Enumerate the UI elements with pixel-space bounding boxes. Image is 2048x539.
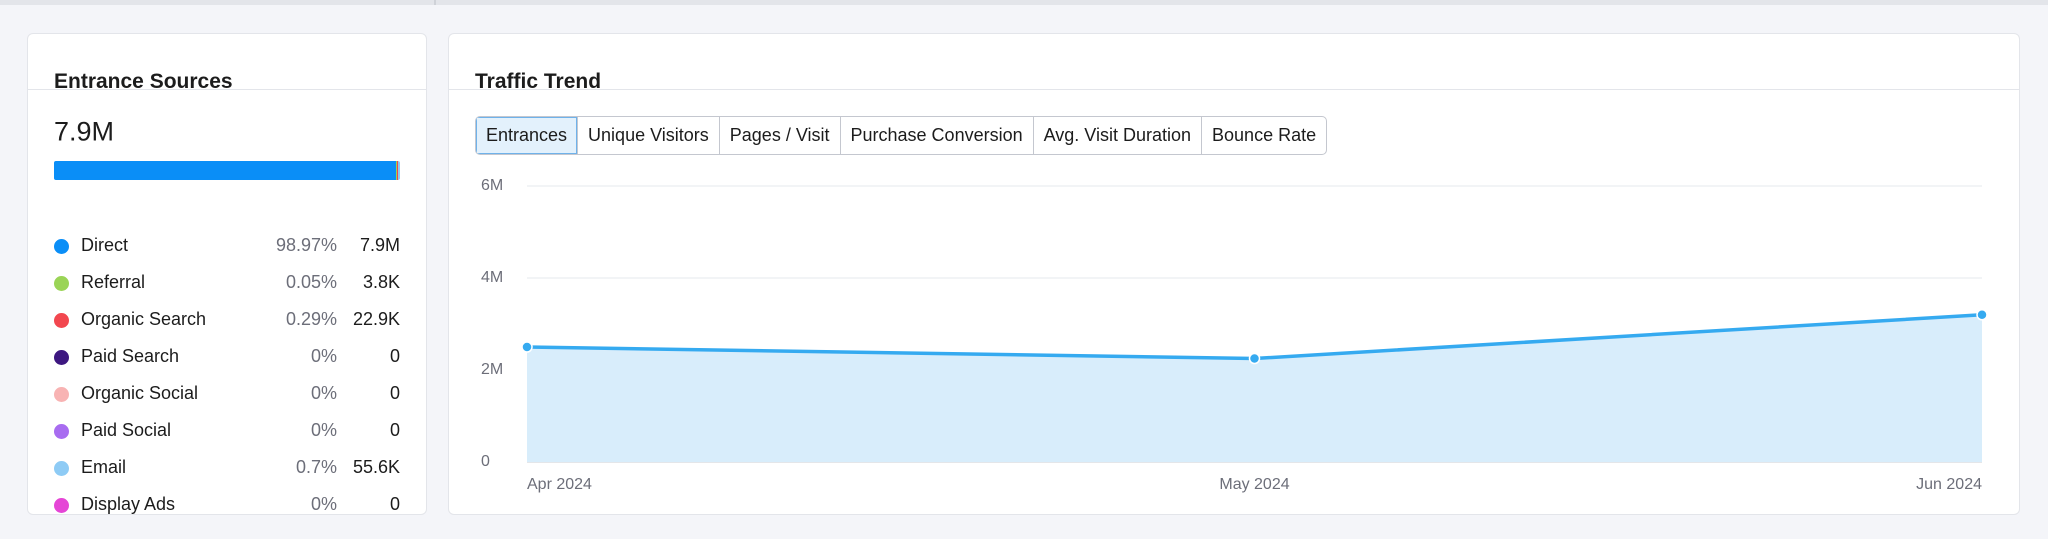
card-title: Entrance Sources [54,70,233,93]
tab[interactable]: Unique Visitors [577,117,719,154]
source-row: Organic Search 0.29% 22.9K [54,305,400,335]
source-row: Referral 0.05% 3.8K [54,268,400,298]
top-strip [0,0,2048,5]
bar-segment [396,161,398,180]
source-share: 0.29% [285,309,337,329]
source-name: Paid Search [81,346,180,366]
source-name: Organic Search [81,309,207,329]
legend-dot [54,276,69,291]
divider [28,89,426,90]
source-share: 0% [310,494,337,514]
source-value: 7.9M [359,235,400,255]
legend-dot [54,313,69,328]
x-tick-label: Apr 2024 [527,476,592,493]
tab[interactable]: Entrances [476,117,578,154]
source-value: 0 [389,494,400,514]
legend-dot [54,498,69,513]
source-share: 0% [310,383,337,403]
source-name: Direct [81,235,129,255]
y-tick-label: 4M [481,269,503,286]
source-row: Organic Social 0% 0 [54,379,400,409]
y-tick-label: 2M [481,361,503,378]
source-value: 55.6K [352,457,400,477]
entrance-sources-card: Entrance Sources 7.9M Direct 98.97% 7.9M Re… [27,33,427,515]
divider [449,89,2019,90]
legend-dot [54,461,69,476]
source-value: 0 [389,420,400,440]
source-row: Direct 98.97% 7.9M [54,231,400,261]
source-value: 3.8K [362,272,400,292]
source-name: Email [81,457,127,477]
tab-bar: Entrances Unique Visitors Pages / Visit Pur… [475,116,1328,155]
source-row: Email 0.7% 55.6K [54,453,400,483]
chart: 0 2M 4M 6M Apr 2024 May 2024 Jun 2024 [481,177,1988,493]
source-name: Paid Social [81,420,172,440]
traffic-trend-card: Traffic Trend Entrances Unique Visitors Pa… [448,33,2020,515]
stacked-bar [54,161,400,180]
tab[interactable]: Pages / Visit [718,117,840,154]
tab[interactable]: Avg. Visit Duration [1032,117,1201,154]
legend-dot [54,424,69,439]
source-name: Referral [81,272,146,292]
y-tick-label: 0 [481,453,490,470]
source-share: 98.97% [275,235,337,255]
source-value: 0 [389,383,400,403]
source-share: 0.05% [285,272,337,292]
legend-dot [54,239,69,254]
tab[interactable]: Bounce Rate [1201,117,1326,154]
source-name: Display Ads [81,494,176,514]
bar-segment [397,161,400,180]
point [521,341,533,353]
bar-segment [54,161,397,180]
source-value: 0 [389,346,400,366]
source-value: 22.9K [352,309,400,329]
source-share: 0% [310,420,337,440]
legend-dot [54,387,69,402]
tab[interactable]: Purchase Conversion [839,117,1033,154]
point [1248,352,1261,365]
source-row: Paid Search 0% 0 [54,342,400,372]
card-title: Traffic Trend [475,70,602,93]
source-share: 0.7% [295,457,337,477]
source-name: Organic Social [81,383,199,403]
y-tick-label: 6M [481,177,503,194]
area [527,314,1982,462]
source-row: Paid Social 0% 0 [54,416,400,446]
point [1976,309,1988,321]
source-share: 0% [310,346,337,366]
source-row: Display Ads 0% 0 [54,490,400,520]
x-tick-label: Jun 2024 [1916,476,1982,493]
x-tick-label: May 2024 [1219,476,1289,493]
total: 7.9M [54,116,115,147]
legend-dot [54,350,69,365]
